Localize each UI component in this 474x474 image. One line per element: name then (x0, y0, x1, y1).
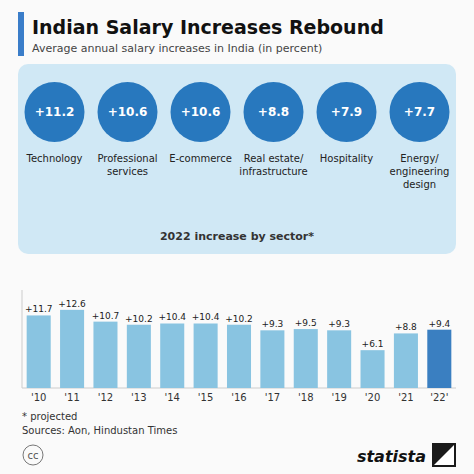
sector-value: +11.2 (35, 105, 75, 119)
sector-label-line: Real estate/ (244, 153, 304, 164)
data-label: +9.4 (428, 319, 450, 329)
bars (27, 310, 452, 388)
x-tick-label: '18 (298, 392, 313, 403)
data-label: +9.5 (295, 318, 317, 328)
sector-value: +7.7 (404, 105, 435, 119)
sector-title: 2022 increase by sector* (160, 230, 314, 243)
x-tick-label: '21 (398, 392, 413, 403)
sector-label: Hospitality (320, 153, 374, 164)
sector-label-line: design (403, 179, 436, 190)
footnote: * projected (22, 411, 77, 422)
license-text: cc (28, 450, 39, 461)
sector-label-line: infrastructure (239, 166, 307, 177)
sector-circle (25, 82, 85, 142)
x-tick-label: '14 (164, 392, 179, 403)
subtitle: Average annual salary increases in India… (32, 42, 322, 55)
x-tick-label: '15 (198, 392, 213, 403)
title-accent (18, 12, 24, 56)
source: Sources: Aon, Hindustan Times (22, 425, 177, 436)
bar (160, 323, 184, 388)
data-label: +9.3 (328, 319, 350, 329)
sector-label: Professional services (97, 153, 157, 177)
title: Indian Salary Increases Rebound (32, 16, 384, 38)
sector-circle (98, 82, 158, 142)
bar (361, 350, 385, 388)
x-tick-label: '20 (365, 392, 380, 403)
bar (60, 310, 84, 388)
license-icon (23, 445, 43, 465)
sector-label-line: engineering (390, 166, 450, 177)
bar (194, 323, 218, 388)
bar (394, 333, 418, 388)
x-tick-label: '11 (64, 392, 79, 403)
sector-label: Technology (25, 153, 82, 164)
sector-label: Energy/engineering design (390, 153, 450, 190)
sector-label-line: services (107, 166, 148, 177)
sector-label-line: Hospitality (320, 153, 374, 164)
bar (327, 330, 351, 388)
logo-icon (432, 443, 456, 467)
sector-label: Real estate/infrastructure (239, 153, 307, 177)
sector-label-line: Professional (97, 153, 157, 164)
sector-box (18, 64, 456, 254)
x-tick-label: '22' (430, 392, 448, 403)
sector-label: E-commerce (169, 153, 232, 164)
bar (127, 325, 151, 388)
sector-label-line: E-commerce (169, 153, 232, 164)
background (0, 0, 474, 474)
sector-circle (317, 82, 377, 142)
x-tick-label: '10 (31, 392, 46, 403)
data-label: +8.8 (395, 322, 417, 332)
y-axis-line (22, 290, 23, 388)
data-label: +10.2 (225, 314, 253, 324)
data-label: +10.2 (125, 314, 153, 324)
bar (27, 315, 51, 388)
sector-value: +8.8 (258, 105, 289, 119)
logo-text: statista (357, 447, 426, 466)
x-tick-label: '16 (231, 392, 246, 403)
data-label: +12.6 (58, 299, 86, 309)
data-label: +9.3 (261, 319, 283, 329)
data-label: +10.4 (158, 312, 186, 322)
bar (260, 330, 284, 388)
x-tick-label: '12 (98, 392, 113, 403)
sector-circle (171, 82, 231, 142)
x-tick-label: '17 (265, 392, 280, 403)
data-label: +6.1 (362, 339, 384, 349)
sector-value: +10.6 (181, 105, 221, 119)
sector-circle (390, 82, 450, 142)
sector-label-line: Energy/ (400, 153, 439, 164)
bar (427, 330, 451, 388)
bar (294, 329, 318, 388)
data-label: +10.4 (192, 312, 220, 322)
sector-value: +7.9 (331, 105, 362, 119)
logo-triangle (434, 445, 454, 465)
sector-label-line: Technology (25, 153, 82, 164)
x-tick-label: '19 (331, 392, 346, 403)
x-tick-label: '13 (131, 392, 146, 403)
bar (227, 325, 251, 388)
data-label: +11.7 (25, 304, 53, 314)
chart: Indian Salary Increases Rebound Average a… (0, 0, 474, 474)
bar (93, 322, 117, 388)
sector-circle (244, 82, 304, 142)
data-label: +10.7 (92, 311, 120, 321)
sector-value: +10.6 (108, 105, 148, 119)
